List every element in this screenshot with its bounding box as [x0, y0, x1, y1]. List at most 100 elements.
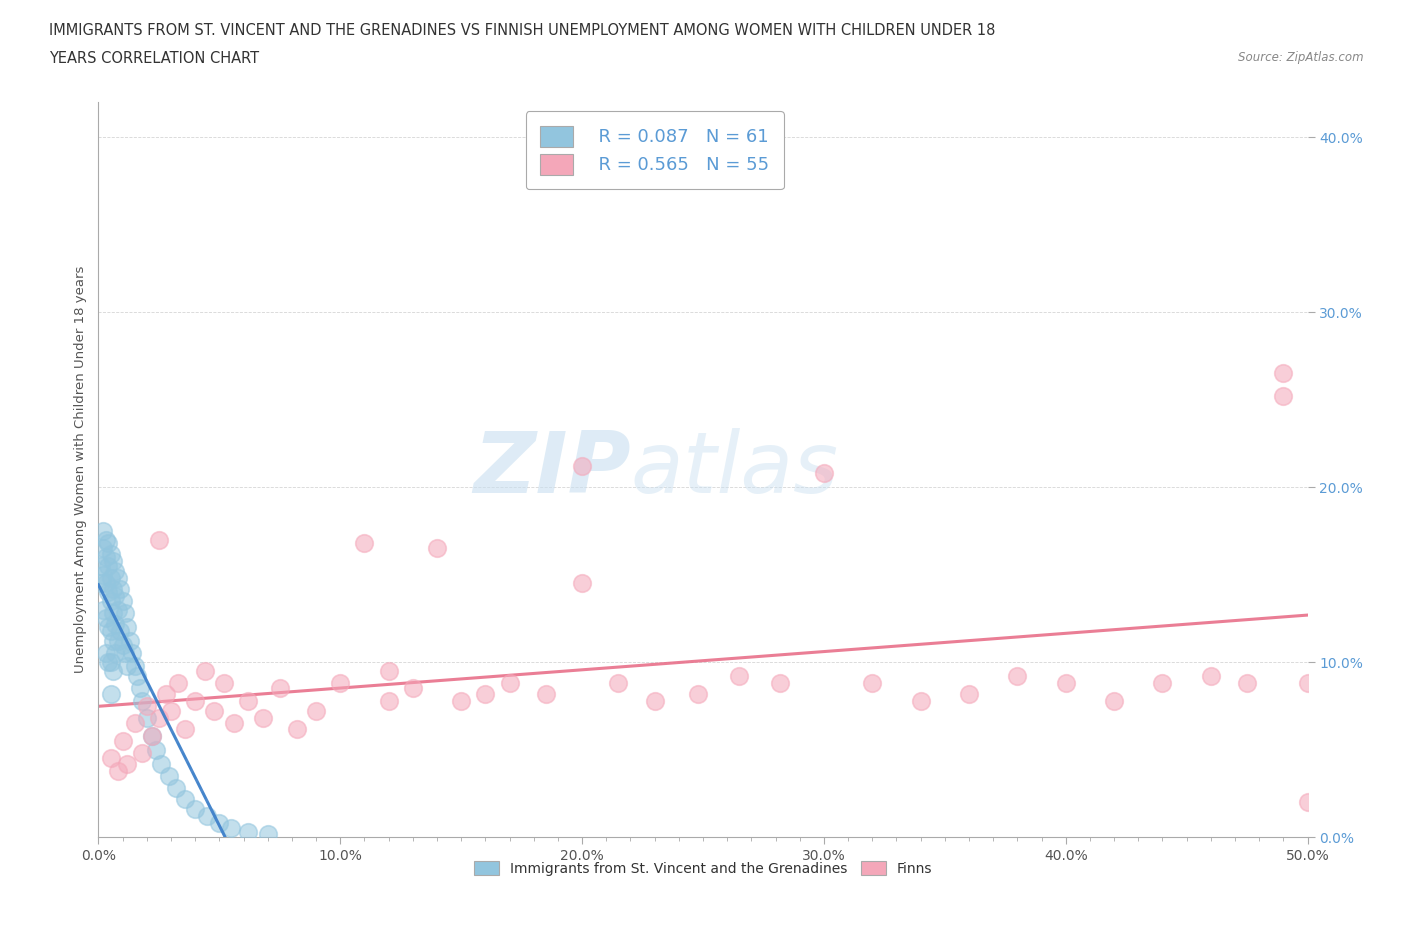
Point [184, 693, 207, 708]
Point [860, 675, 883, 690]
Point [91, 602, 114, 617]
Point [128, 681, 150, 696]
Legend: Immigrants from St. Vincent and the Grenadines, Finns: Immigrants from St. Vincent and the Gren… [468, 856, 938, 882]
Point [107, 571, 129, 586]
Point [104, 646, 127, 661]
Point [90, 576, 112, 591]
Point [97, 585, 120, 600]
Point [194, 663, 217, 678]
Point [148, 532, 170, 547]
Point [150, 756, 173, 771]
Point [97, 536, 120, 551]
Point [104, 617, 127, 631]
Point [104, 588, 127, 603]
Point [101, 663, 124, 678]
Point [157, 768, 180, 783]
Point [305, 704, 328, 719]
Point [117, 619, 139, 634]
Point [353, 536, 375, 551]
Point [252, 711, 274, 725]
Point [107, 633, 129, 648]
Point [121, 646, 143, 661]
Text: YEARS CORRELATION CHART: YEARS CORRELATION CHART [49, 51, 259, 66]
Point [204, 704, 226, 719]
Text: Source: ZipAtlas.com: Source: ZipAtlas.com [1239, 51, 1364, 64]
Point [94, 646, 117, 661]
Point [377, 663, 399, 678]
Point [534, 686, 557, 701]
Point [1296, 675, 1319, 690]
Point [94, 611, 117, 626]
Point [474, 686, 496, 701]
Point [377, 693, 399, 708]
Point [111, 734, 134, 749]
Point [195, 808, 218, 823]
Point [285, 721, 308, 736]
Point [402, 681, 425, 696]
Point [813, 466, 835, 481]
Point [184, 802, 207, 817]
Text: ZIP: ZIP [472, 428, 630, 512]
Point [1199, 669, 1222, 684]
Point [212, 675, 235, 690]
Point [910, 693, 932, 708]
Point [329, 675, 352, 690]
Point [571, 576, 593, 591]
Point [426, 541, 449, 556]
Point [94, 532, 117, 547]
Point [1272, 366, 1295, 381]
Point [1054, 675, 1077, 690]
Point [148, 711, 170, 725]
Point [101, 633, 124, 648]
Point [91, 567, 114, 582]
Point [104, 564, 127, 578]
Point [94, 550, 117, 565]
Point [688, 686, 710, 701]
Point [957, 686, 980, 701]
Point [117, 756, 139, 771]
Point [117, 658, 139, 673]
Point [222, 716, 245, 731]
Point [1007, 669, 1029, 684]
Point [97, 655, 120, 670]
Point [141, 728, 163, 743]
Point [167, 675, 190, 690]
Point [114, 646, 136, 661]
Point [450, 693, 472, 708]
Point [135, 711, 157, 725]
Point [1102, 693, 1125, 708]
Point [100, 571, 122, 586]
Point [1296, 794, 1319, 809]
Point [100, 593, 122, 608]
Point [607, 675, 630, 690]
Y-axis label: Unemployment Among Women with Children Under 18 years: Unemployment Among Women with Children U… [75, 266, 87, 673]
Point [114, 605, 136, 620]
Point [100, 623, 122, 638]
Point [101, 553, 124, 568]
Point [91, 541, 114, 556]
Point [111, 593, 134, 608]
Point [131, 693, 153, 708]
Point [97, 619, 120, 634]
Text: IMMIGRANTS FROM ST. VINCENT AND THE GRENADINES VS FINNISH UNEMPLOYMENT AMONG WOM: IMMIGRANTS FROM ST. VINCENT AND THE GREN… [49, 23, 995, 38]
Point [174, 791, 197, 806]
Point [131, 746, 153, 761]
Point [165, 780, 187, 795]
Point [101, 581, 124, 596]
Point [160, 704, 183, 719]
Point [97, 558, 120, 573]
Point [1272, 389, 1295, 404]
Point [174, 721, 197, 736]
Point [100, 655, 122, 670]
Point [221, 821, 243, 836]
Point [111, 637, 134, 652]
Point [145, 742, 167, 757]
Point [256, 826, 278, 841]
Point [101, 605, 124, 620]
Point [124, 658, 146, 673]
Point [107, 602, 129, 617]
Point [498, 675, 520, 690]
Point [100, 546, 122, 561]
Point [94, 576, 117, 591]
Point [769, 675, 792, 690]
